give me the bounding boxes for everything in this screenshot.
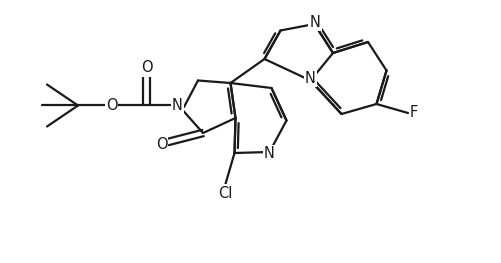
Text: O: O	[106, 98, 117, 113]
Text: O: O	[141, 60, 152, 75]
Text: N: N	[310, 15, 321, 30]
Text: N: N	[172, 98, 183, 113]
Text: Cl: Cl	[218, 185, 232, 200]
Text: F: F	[410, 105, 418, 120]
Text: N: N	[305, 71, 316, 86]
Text: O: O	[156, 137, 167, 152]
Text: N: N	[264, 146, 275, 161]
